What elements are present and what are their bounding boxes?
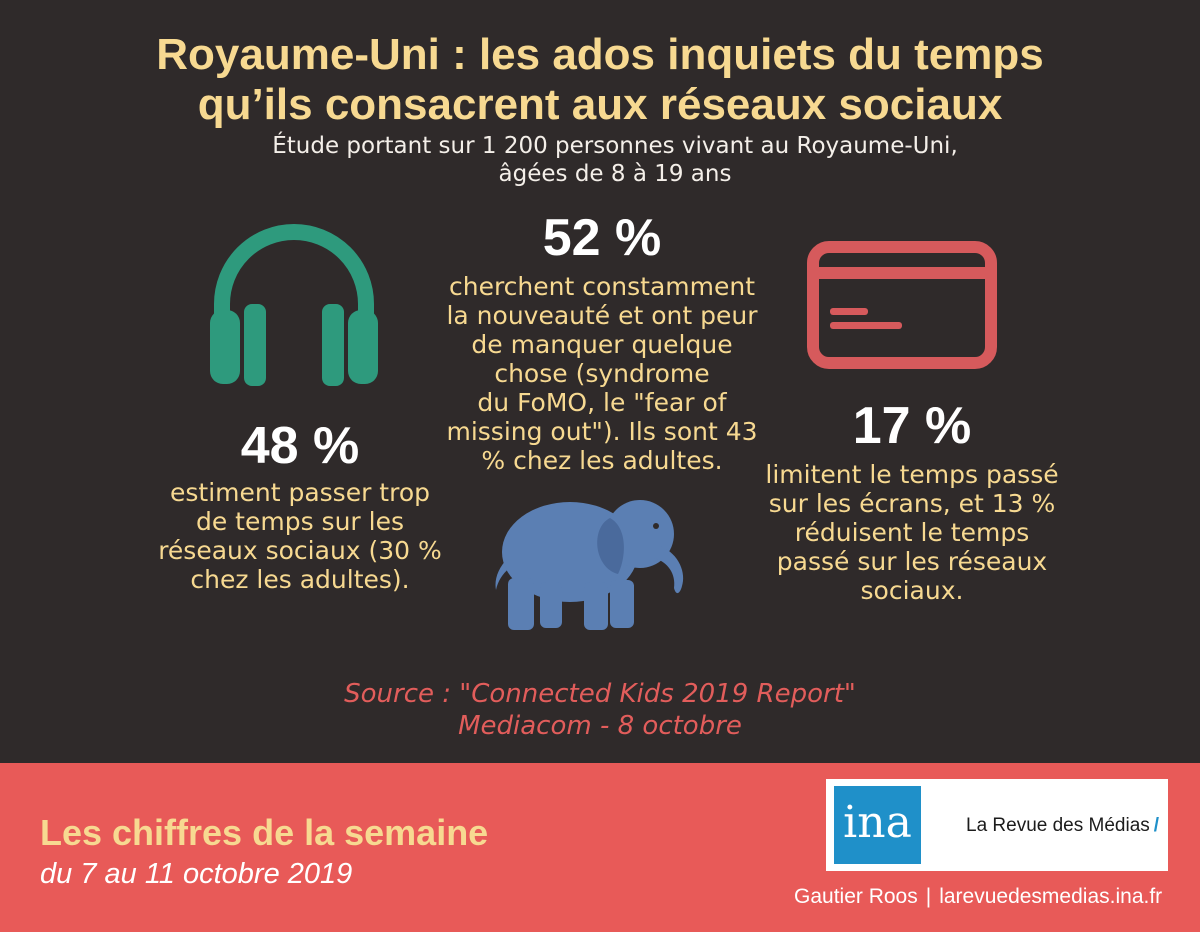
stat-left-line-2: de temps sur les xyxy=(195,507,405,536)
title-line-1: Royaume-Uni : les ados inquiets du temps xyxy=(156,30,1044,79)
credit-separator: | xyxy=(925,885,932,908)
stat-center-text: cherchent constamment la nouveauté et on… xyxy=(402,272,802,475)
stat-center-line-2: la nouveauté et ont peur xyxy=(446,301,758,330)
stat-right-line-2: sur les écrans, et 13 % xyxy=(768,489,1056,518)
stat-left-line-4: chez les adultes). xyxy=(190,565,410,594)
stat-right-value: 17 % xyxy=(852,397,972,455)
page-subtitle: Étude portant sur 1 200 personnes vivant… xyxy=(0,132,1200,188)
stat-center-line-6: missing out"). Ils sont 43 xyxy=(446,417,758,446)
stat-center-line-1: cherchent constamment xyxy=(448,272,756,301)
stat-right-line-5: sociaux. xyxy=(860,576,964,605)
source-citation: Source : "Connected Kids 2019 Report" Me… xyxy=(0,678,1200,742)
footer-banner: Les chiffres de la semaine du 7 au 11 oc… xyxy=(0,763,1200,932)
stat-left-line-3: réseaux sociaux (30 % xyxy=(158,536,442,565)
revue-des-medias-logo: La Revue des Médias / xyxy=(966,815,1159,837)
subtitle-line-2: âgées de 8 à 19 ans xyxy=(498,161,732,187)
page-title: Royaume-Uni : les ados inquiets du temps… xyxy=(0,30,1200,130)
elephant-icon xyxy=(495,500,684,630)
subtitle-line-1: Étude portant sur 1 200 personnes vivant… xyxy=(272,133,958,159)
infographic-main: Royaume-Uni : les ados inquiets du temps… xyxy=(0,30,1200,742)
credit-card-icon xyxy=(807,241,997,369)
stat-center-line-7: % chez les adultes. xyxy=(481,446,723,475)
logo-slash: / xyxy=(1153,815,1160,836)
stat-right-line-4: passé sur les réseaux xyxy=(776,547,1048,576)
stat-left-text: estiment passer trop de temps sur les ré… xyxy=(120,478,480,594)
stat-center-line-3: de manquer quelque xyxy=(471,330,733,359)
footer-credit: Gautier Roos | larevuedesmedias.ina.fr xyxy=(794,884,1162,910)
stat-center-line-4: chose (syndrome xyxy=(494,359,710,388)
author-name: Gautier Roos xyxy=(794,885,918,908)
stat-right-line-1: limitent le temps passé xyxy=(765,460,1059,489)
title-line-2: qu’ils consacrent aux réseaux sociaux xyxy=(197,80,1003,129)
stat-right-line-3: réduisent le temps xyxy=(794,518,1030,547)
revue-des-medias-name: La Revue des Médias xyxy=(966,815,1150,836)
stat-right-text: limitent le temps passé sur les écrans, … xyxy=(722,460,1102,605)
headphones-icon xyxy=(210,224,378,386)
footer-title: Les chiffres de la semaine xyxy=(40,812,489,853)
footer-dates: du 7 au 11 octobre 2019 xyxy=(40,858,353,890)
website-link[interactable]: larevuedesmedias.ina.fr xyxy=(939,885,1163,908)
stat-center-line-5: du FoMO, le "fear of xyxy=(477,388,727,417)
stat-left-line-1: estiment passer trop xyxy=(169,478,431,507)
ina-logo-mark: ina xyxy=(834,786,921,864)
stat-left-value: 48 % xyxy=(240,417,360,475)
ina-logo: ina La Revue des Médias / xyxy=(826,779,1168,871)
source-line-2: Mediacom - 8 octobre xyxy=(458,711,742,741)
stat-center-value: 52 % xyxy=(542,209,662,267)
source-line-1: Source : "Connected Kids 2019 Report" xyxy=(344,679,856,709)
